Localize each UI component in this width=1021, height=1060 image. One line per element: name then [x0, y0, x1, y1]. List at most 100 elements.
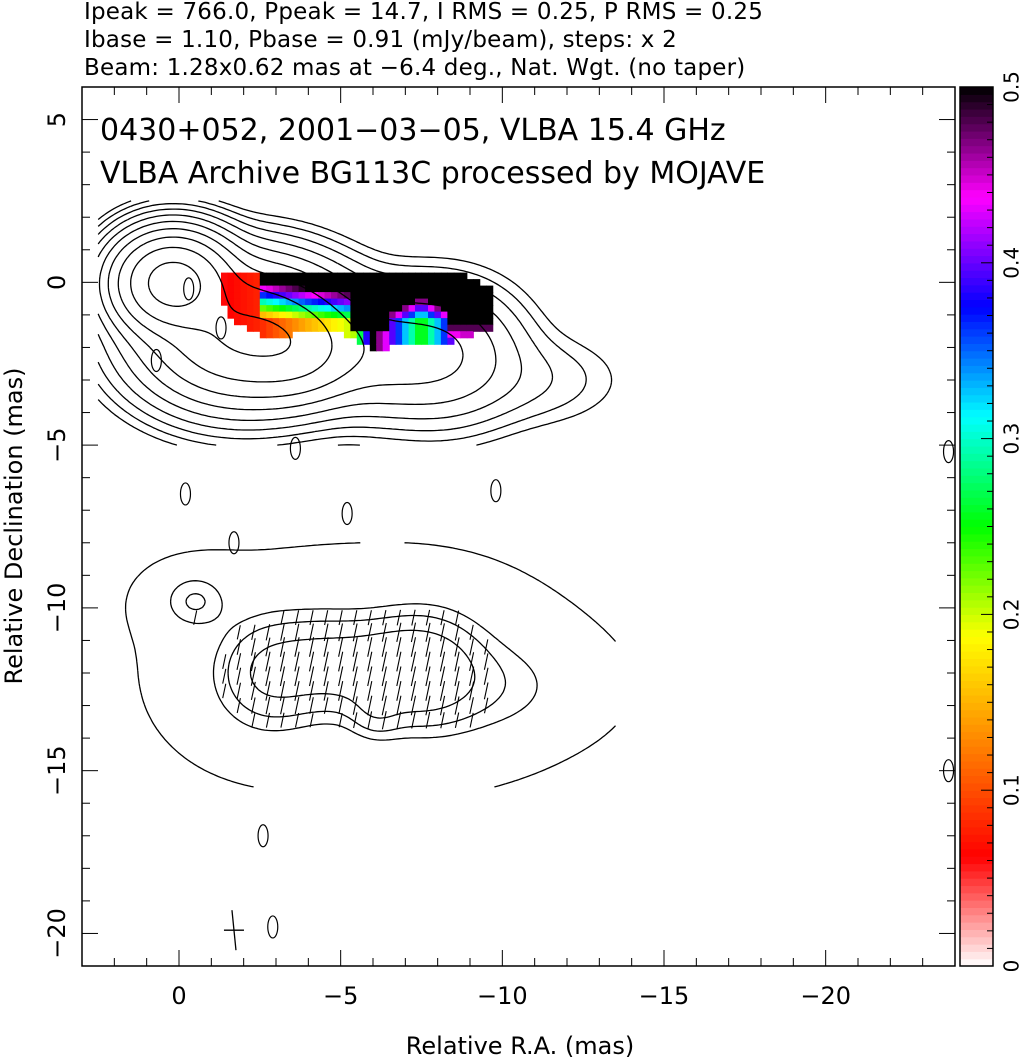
fractional-pol-pixel	[356, 331, 364, 339]
x-tick-label: −20	[800, 982, 851, 1010]
evpa-vector	[338, 712, 343, 728]
evpa-vector	[236, 697, 241, 714]
evpa-vector	[279, 651, 286, 672]
fractional-pol-pixel	[337, 318, 345, 326]
fractional-pol-pixel	[337, 324, 345, 332]
evpa-vector	[294, 651, 300, 672]
fractional-pol-pixel	[356, 337, 364, 345]
colorbar-segment	[960, 174, 993, 183]
fractional-pol-pixel	[389, 272, 397, 280]
fractional-pol-pixel	[298, 298, 306, 306]
fractional-pol-pixel	[246, 292, 254, 300]
fractional-pol-pixel	[337, 311, 345, 319]
colorbar-segment	[960, 673, 993, 681]
fractional-pol-pixel	[376, 344, 384, 352]
fractional-pol-pixel	[311, 272, 319, 280]
fractional-pol-pixel	[453, 324, 461, 332]
fractional-pol-pixel	[221, 285, 229, 293]
pol-contour	[185, 593, 507, 732]
fractional-pol-pixel	[440, 311, 448, 319]
evpa-vector	[455, 610, 460, 625]
colorbar-segment	[960, 746, 993, 755]
fractional-pol-pixel	[389, 311, 397, 319]
fractional-pol-pixel	[466, 279, 474, 287]
colorbar-segment	[960, 160, 993, 169]
fractional-pol-pixel	[402, 279, 410, 287]
fractional-pol-pixel	[272, 305, 280, 313]
evpa-vector	[236, 682, 242, 700]
fractional-pol-pixel	[227, 298, 235, 306]
fractional-pol-pixel	[421, 311, 429, 319]
negative-contour	[490, 479, 502, 503]
evpa-vector	[280, 712, 285, 728]
fractional-pol-pixel	[350, 305, 358, 313]
fractional-pol-pixel	[376, 337, 384, 345]
fractional-pol-pixel	[324, 318, 332, 326]
evpa-vector	[425, 637, 431, 657]
evpa-vector	[410, 637, 417, 657]
evpa-vector	[309, 713, 314, 728]
colorbar-segment	[960, 907, 993, 916]
evpa-vector	[381, 622, 387, 642]
fractional-pol-pixel	[421, 292, 429, 300]
pol-outer-contour	[124, 542, 617, 788]
evpa-vector	[483, 667, 489, 685]
fractional-pol-pixel	[447, 318, 455, 326]
fractional-pol-pixel	[285, 324, 293, 332]
evpa-vector	[469, 624, 474, 640]
fractional-pol-pixel	[285, 318, 293, 326]
colorbar-segment	[960, 892, 993, 901]
evpa-vector	[352, 623, 358, 642]
fractional-pol-pixel	[428, 305, 436, 313]
fractional-pol-pixel	[279, 305, 287, 313]
y-tick-label: −15	[43, 745, 71, 796]
fractional-pol-pixel	[440, 272, 448, 280]
stokes-i-contour	[98, 220, 464, 411]
fractional-pol-pixel	[363, 305, 371, 313]
fractional-pol-pixel	[428, 331, 436, 339]
evpa-vector	[367, 651, 373, 672]
fractional-pol-pixel	[266, 305, 274, 313]
evpa-vector	[338, 637, 344, 657]
fractional-pol-pixel	[376, 285, 384, 293]
colorbar-segment	[960, 467, 993, 476]
colorbar-segment	[960, 365, 993, 374]
fractional-pol-pixel	[363, 272, 371, 280]
colorbar-segment	[960, 687, 993, 696]
colorbar-segment	[960, 94, 993, 103]
colorbar-segment	[960, 489, 993, 498]
evpa-vector	[280, 623, 285, 641]
fractional-pol-pixel	[350, 285, 358, 293]
evpa-vector	[439, 651, 446, 672]
evpa-vector	[410, 651, 417, 672]
colorbar-segment	[960, 211, 993, 220]
evpa-vector	[222, 654, 227, 670]
evpa-vector	[265, 696, 271, 715]
fractional-pol-pixel	[415, 318, 423, 326]
fractional-pol-pixel	[440, 292, 448, 300]
fractional-pol-pixel	[305, 324, 313, 332]
colorbar-tick-label: 0.4	[1000, 247, 1021, 279]
fractional-pol-pixel	[343, 318, 351, 326]
evpa-vector	[265, 637, 271, 657]
evpa-vector	[454, 712, 460, 729]
negative-contour	[150, 348, 162, 373]
evpa-vector	[396, 651, 402, 672]
fractional-pol-pixel	[453, 305, 461, 313]
fractional-pol-pixel	[486, 324, 494, 332]
fractional-pol-pixel	[466, 331, 474, 339]
colorbar-segment	[960, 460, 993, 469]
fractional-pol-pixel	[305, 279, 313, 287]
colorbar-segment	[960, 167, 993, 176]
fractional-pol-pixel	[259, 305, 267, 313]
evpa-vector	[294, 610, 300, 626]
fractional-pol-pixel	[460, 311, 468, 319]
fractional-pol-pixel	[466, 324, 474, 332]
fractional-pol-pixel	[382, 331, 390, 339]
fractional-pol-pixel	[285, 272, 293, 280]
negative-contour	[341, 501, 353, 526]
evpa-vector	[425, 666, 431, 687]
negative-contour	[183, 277, 195, 301]
evpa-vector	[280, 610, 285, 625]
evpa-vector	[454, 666, 460, 687]
